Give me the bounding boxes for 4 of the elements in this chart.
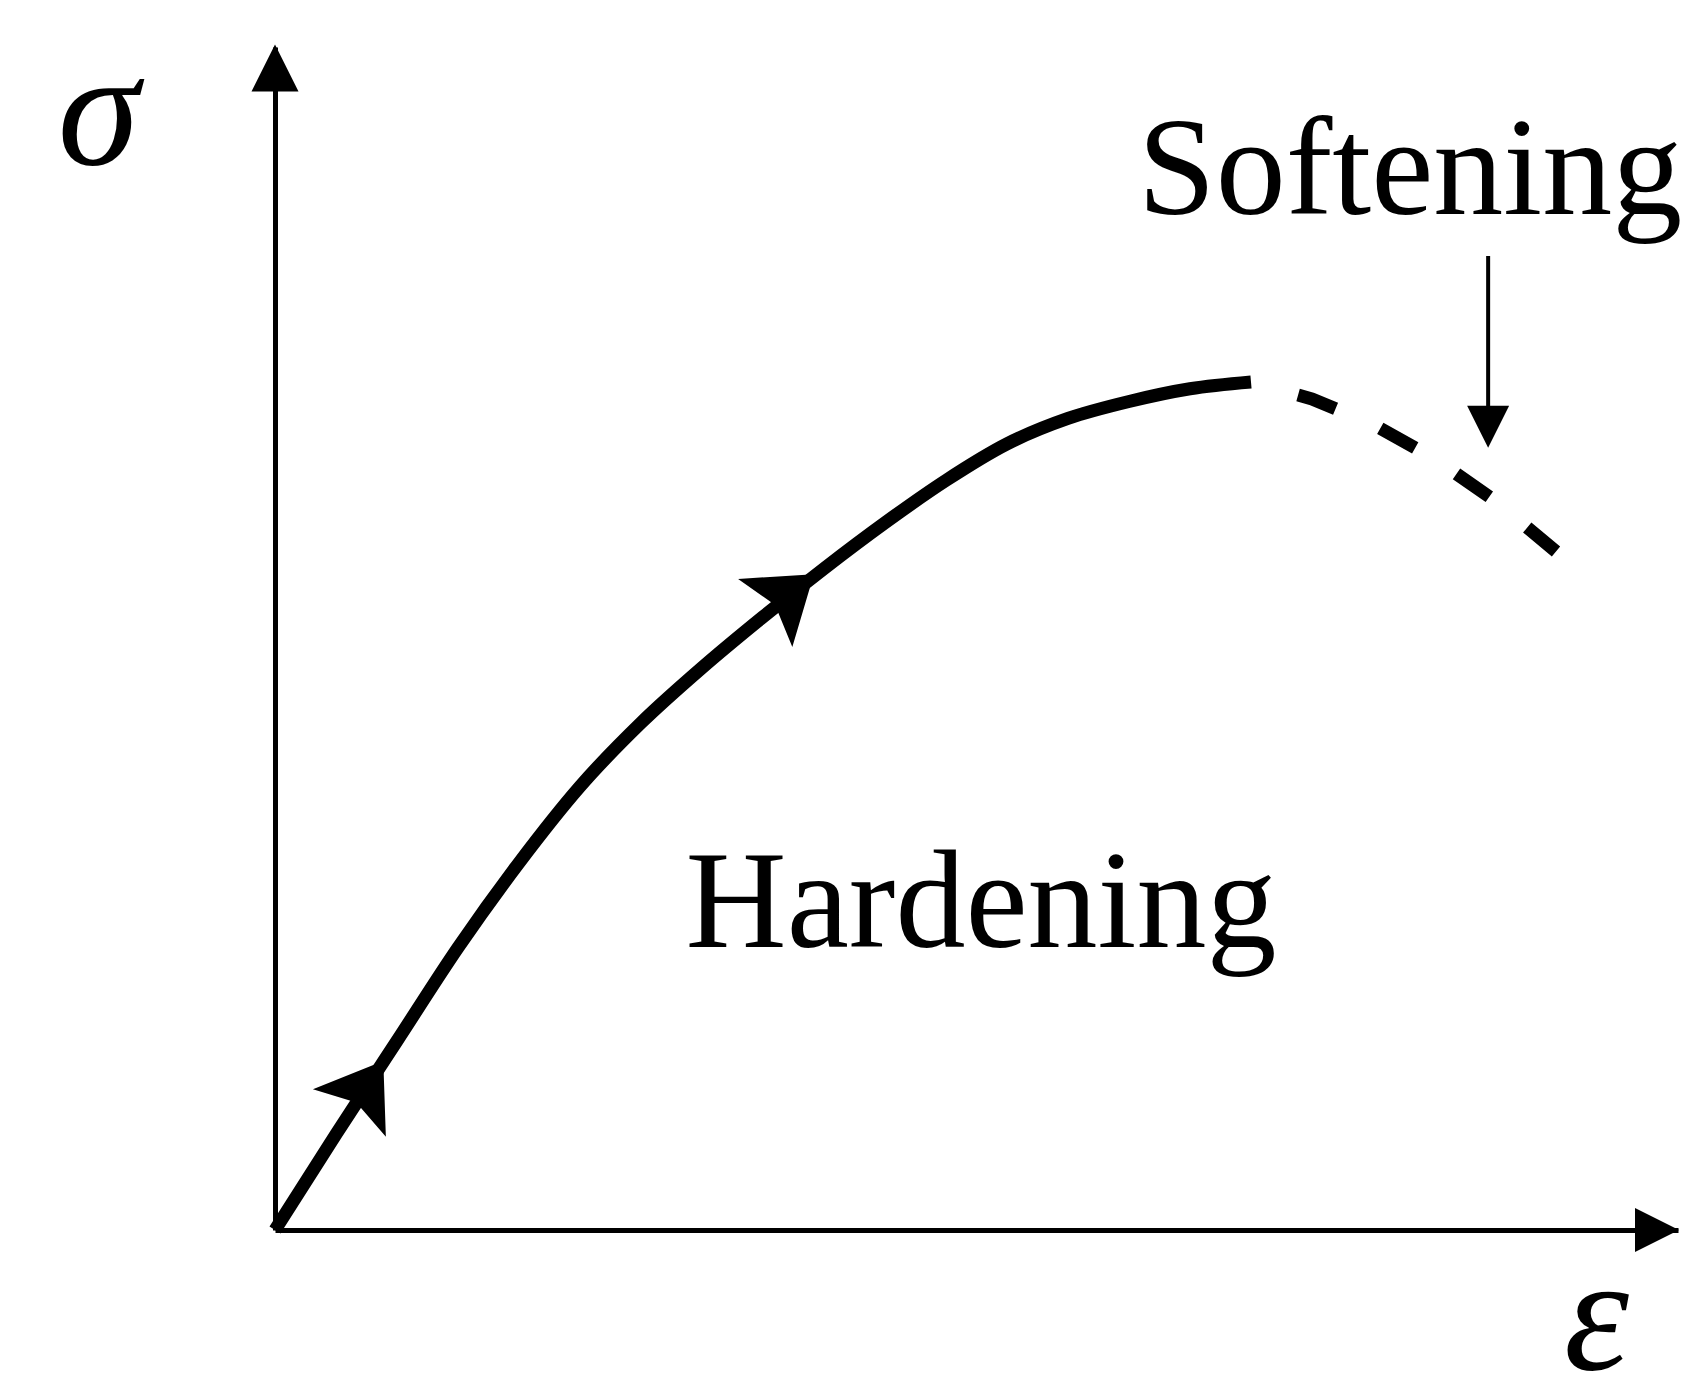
y-axis-title: σ (57, 16, 145, 200)
x-axis-title: ε (1563, 1221, 1630, 1376)
series-label: Softening (1137, 89, 1683, 244)
series-label: Hardening (685, 822, 1277, 977)
